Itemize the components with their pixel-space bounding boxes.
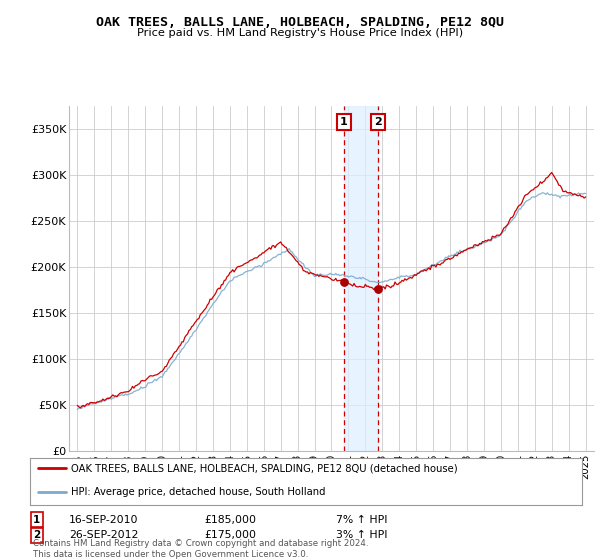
Text: 26-SEP-2012: 26-SEP-2012 (69, 530, 139, 540)
Point (373, 285, 383, 294)
Text: 16-SEP-2010: 16-SEP-2010 (69, 515, 139, 525)
Bar (344, 106, 378, 451)
Text: OAK TREES, BALLS LANE, HOLBEACH, SPALDING, PE12 8QU (detached house): OAK TREES, BALLS LANE, HOLBEACH, SPALDIN… (71, 464, 458, 473)
Text: HPI: Average price, detached house, South Holland: HPI: Average price, detached house, Sout… (71, 487, 326, 497)
Text: 2: 2 (33, 530, 40, 540)
Text: 1: 1 (33, 515, 40, 525)
Point (339, 277, 349, 286)
Text: 7% ↑ HPI: 7% ↑ HPI (336, 515, 388, 525)
Text: 1: 1 (340, 117, 347, 127)
Text: 2: 2 (374, 117, 382, 127)
Text: £185,000: £185,000 (204, 515, 256, 525)
Text: Contains HM Land Registry data © Crown copyright and database right 2024.
This d: Contains HM Land Registry data © Crown c… (33, 539, 368, 559)
Text: 3% ↑ HPI: 3% ↑ HPI (336, 530, 388, 540)
Text: £175,000: £175,000 (204, 530, 256, 540)
Text: OAK TREES, BALLS LANE, HOLBEACH, SPALDING, PE12 8QU: OAK TREES, BALLS LANE, HOLBEACH, SPALDIN… (96, 16, 504, 29)
Text: Price paid vs. HM Land Registry's House Price Index (HPI): Price paid vs. HM Land Registry's House … (137, 28, 463, 38)
